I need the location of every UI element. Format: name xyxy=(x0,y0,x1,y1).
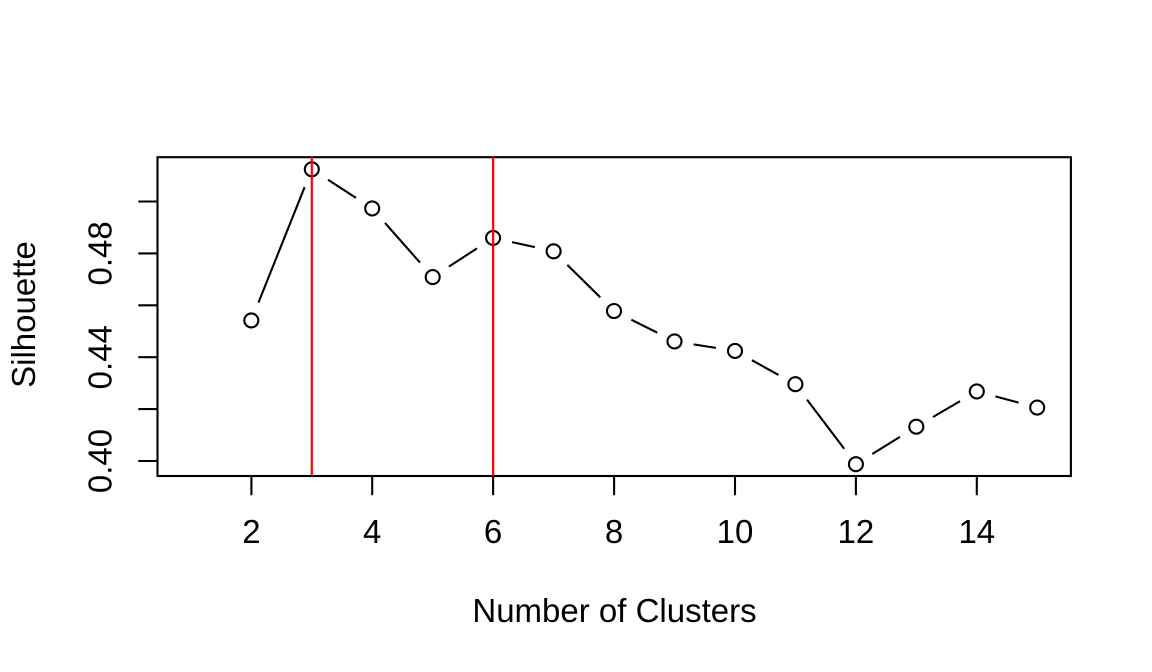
svg-text:0.40: 0.40 xyxy=(81,429,118,493)
svg-text:0.48: 0.48 xyxy=(81,221,118,285)
svg-text:8: 8 xyxy=(605,513,623,550)
svg-text:14: 14 xyxy=(958,513,995,550)
svg-text:Number of Clusters: Number of Clusters xyxy=(472,592,756,629)
svg-text:Silhouette: Silhouette xyxy=(5,241,42,388)
svg-text:2: 2 xyxy=(242,513,260,550)
svg-text:6: 6 xyxy=(484,513,502,550)
svg-text:10: 10 xyxy=(717,513,754,550)
svg-text:4: 4 xyxy=(363,513,381,550)
svg-text:12: 12 xyxy=(838,513,875,550)
svg-text:0.44: 0.44 xyxy=(81,325,118,389)
